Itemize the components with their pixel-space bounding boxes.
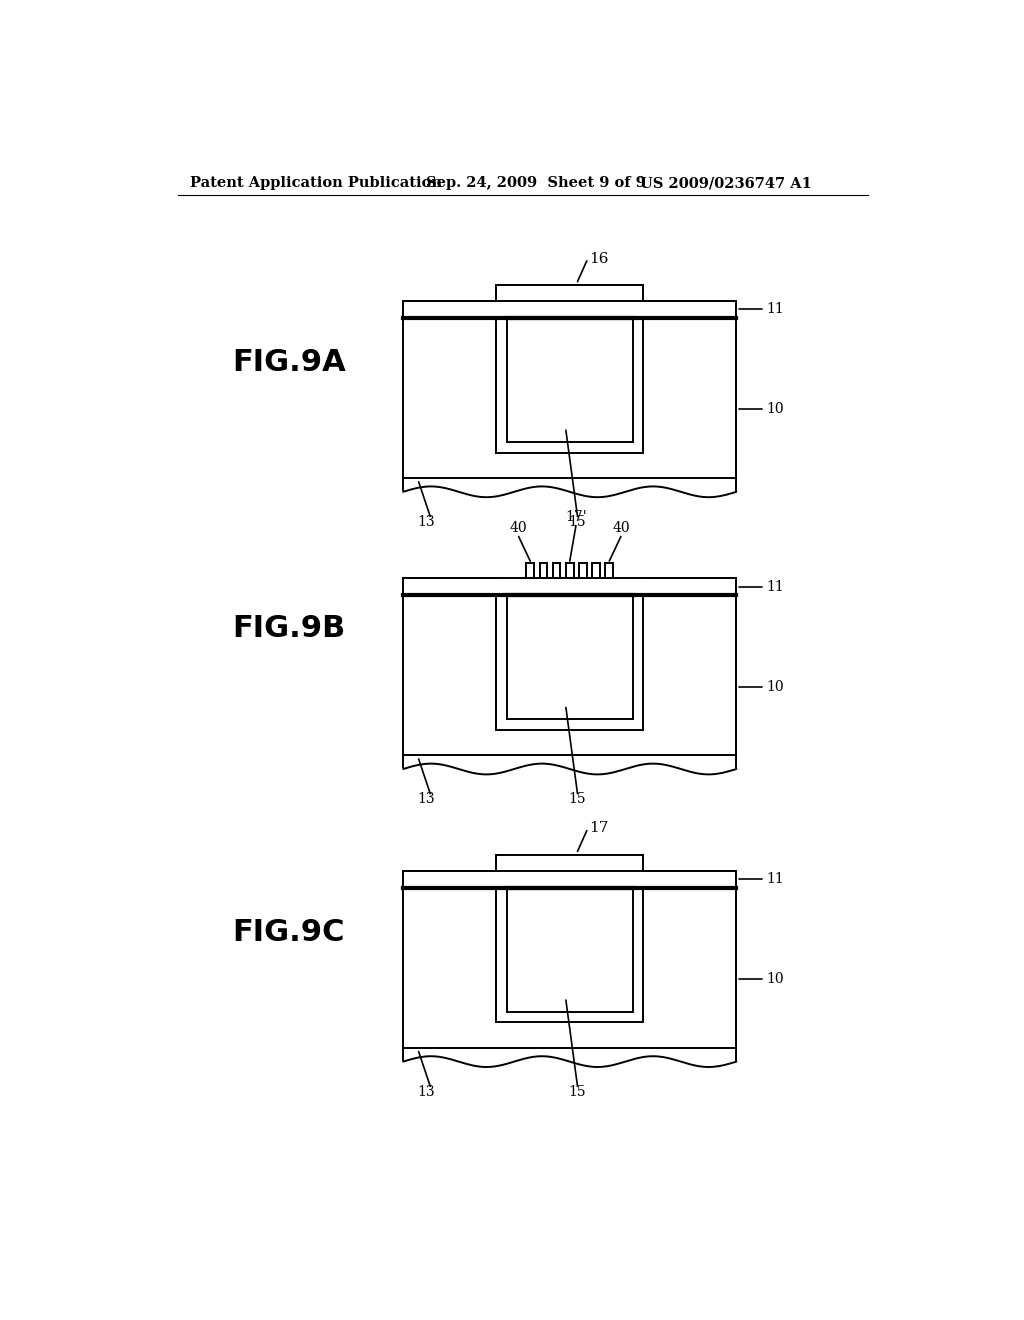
Text: 15: 15	[568, 515, 587, 529]
Text: 15: 15	[568, 1085, 587, 1098]
Text: 13: 13	[418, 792, 435, 807]
Text: FIG.9B: FIG.9B	[232, 614, 346, 643]
Text: 13: 13	[418, 1085, 435, 1098]
Text: FIG.9C: FIG.9C	[232, 917, 345, 946]
Text: 13: 13	[418, 515, 435, 529]
Text: 15: 15	[568, 792, 587, 807]
Text: 10: 10	[766, 403, 783, 416]
Text: US 2009/0236747 A1: US 2009/0236747 A1	[640, 176, 811, 190]
Text: 17: 17	[589, 821, 608, 836]
Text: Patent Application Publication: Patent Application Publication	[190, 176, 442, 190]
Text: 11: 11	[766, 579, 783, 594]
Text: 40: 40	[510, 521, 527, 535]
Text: 40: 40	[612, 521, 630, 535]
Text: 10: 10	[766, 973, 783, 986]
Text: Sep. 24, 2009  Sheet 9 of 9: Sep. 24, 2009 Sheet 9 of 9	[426, 176, 646, 190]
Text: FIG.9A: FIG.9A	[232, 348, 346, 378]
Text: 16: 16	[589, 252, 608, 265]
Text: 17': 17'	[565, 510, 587, 524]
Text: 11: 11	[766, 302, 783, 317]
Text: 11: 11	[766, 873, 783, 886]
Text: 10: 10	[766, 680, 783, 693]
